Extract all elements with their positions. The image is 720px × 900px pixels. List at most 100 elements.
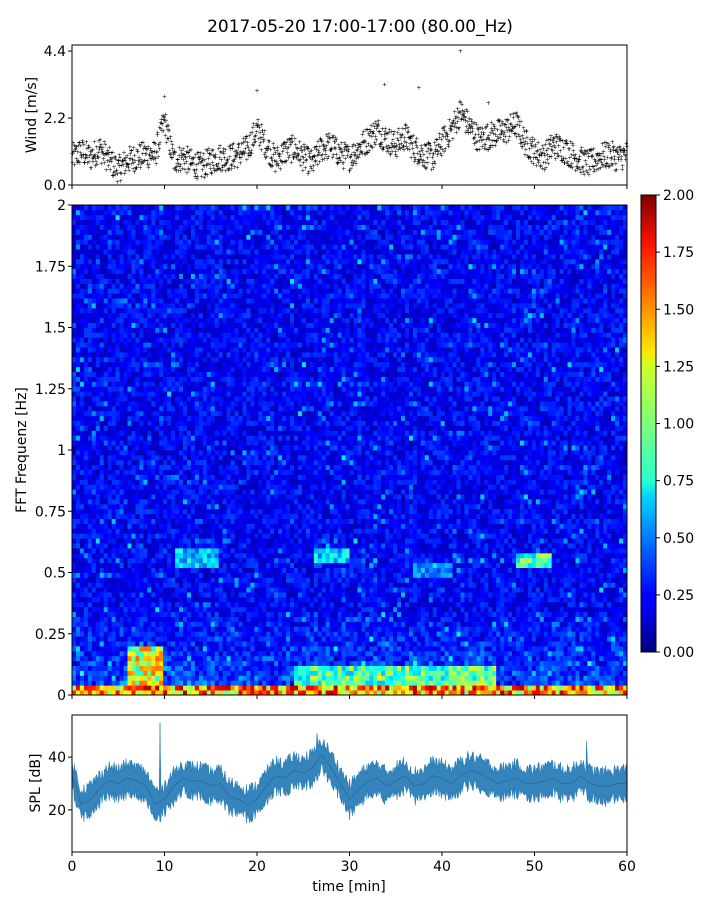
wind-point: +: [389, 140, 394, 147]
spectrogram-cell: [163, 616, 168, 622]
spectrogram-cell: [385, 611, 390, 617]
spectrogram-cell: [615, 650, 620, 657]
spectrogram-cell: [377, 611, 382, 617]
wind-point: +: [232, 164, 237, 171]
spectrogram-cell: [353, 621, 358, 627]
spectrogram-cell: [551, 631, 557, 637]
spectrogram-cell: [127, 626, 132, 632]
spectrogram-cell: [111, 660, 116, 666]
spectrogram-cell: [183, 577, 188, 583]
wind-point: +: [190, 161, 195, 168]
wind-point: +: [408, 134, 413, 141]
spectrogram-cell: [401, 655, 406, 662]
spectrogram-cell: [163, 572, 168, 578]
spectrogram-cell: [99, 665, 105, 671]
spectrogram-cell: [250, 601, 255, 608]
wind-point: +: [397, 144, 402, 151]
spectrogram-cell: [151, 665, 156, 671]
spectrogram-cell: [230, 621, 235, 627]
spectrogram-cell: [401, 611, 406, 617]
spectrogram-cell: [440, 621, 446, 627]
spectrogram-cell: [270, 601, 275, 608]
spectrogram-cell: [119, 655, 124, 662]
spectrogram-cell: [135, 675, 140, 681]
spectrogram-cell: [523, 680, 529, 686]
spectrogram-cell: [567, 611, 572, 617]
wind-point: +: [212, 154, 217, 161]
spectrogram-cell: [539, 621, 545, 627]
spectrogram-cell: [587, 592, 592, 598]
spectrogram-cell: [135, 587, 140, 593]
spectrogram-cell: [262, 577, 267, 583]
spectrogram-cell: [337, 631, 342, 637]
spectrogram-cell: [341, 641, 346, 647]
spectrogram-cell: [91, 636, 97, 642]
wind-point: +: [311, 168, 316, 175]
spectrogram-cell: [111, 631, 116, 637]
spectrogram-cell: [246, 572, 251, 578]
spectrogram-cell: [87, 567, 93, 573]
wind-point: +: [192, 168, 197, 175]
spectrogram-cell: [492, 592, 497, 598]
spectrogram-cell: [397, 680, 402, 686]
spectrogram-cell: [357, 660, 362, 666]
spectrogram-cell: [317, 582, 323, 588]
spectrogram-cell: [202, 601, 208, 608]
wind-point: +: [324, 143, 329, 150]
spectrogram-cell: [484, 626, 489, 632]
spectrogram-cell: [266, 621, 271, 627]
spectrogram-cell: [147, 660, 152, 666]
spectrogram-cell: [325, 655, 331, 662]
spectrogram-cell: [226, 582, 231, 588]
spectrogram-cell: [377, 616, 382, 622]
spectrogram-cell: [500, 621, 505, 627]
spectrogram-cell: [242, 670, 247, 676]
spectrogram-cell: [107, 597, 113, 603]
spectrogram-cell: [262, 582, 267, 588]
spectrogram-cell: [75, 572, 81, 578]
spectrogram-cell: [266, 587, 271, 593]
spectrogram-cell: [214, 670, 220, 676]
spectrogram-cell: [504, 601, 509, 608]
spectrogram-cell: [468, 646, 473, 652]
spectrogram-cell: [83, 660, 89, 666]
spectrogram-cell: [579, 650, 584, 657]
spectrogram-cell: [305, 680, 311, 686]
spectrogram-cell: [266, 641, 271, 647]
spectrogram-cell: [325, 597, 331, 603]
spectrogram-cell: [238, 611, 243, 617]
wind-point: +: [304, 157, 309, 164]
wind-point: +: [193, 152, 198, 159]
spectrogram-cell: [603, 577, 608, 583]
spectrogram-cell: [456, 655, 461, 662]
spectrogram-cell: [369, 597, 374, 603]
spectrogram-cell: [615, 616, 620, 622]
wind-point: +: [401, 144, 406, 151]
spectrogram-cell: [412, 597, 418, 603]
spectrogram-cell: [365, 660, 370, 666]
spectrogram-cell: [448, 592, 453, 598]
wind-point: +: [270, 162, 275, 169]
spectrogram-cell: [575, 577, 580, 583]
spectrogram-cell: [75, 577, 81, 583]
spectrogram-cell: [270, 665, 275, 671]
spectrogram-cell: [488, 685, 493, 691]
spectrogram-cell: [246, 567, 251, 573]
spectrogram-cell: [99, 680, 105, 686]
spectrogram-cell: [186, 670, 192, 676]
spectrogram-cell: [535, 577, 541, 583]
spectrogram-cell: [353, 641, 358, 647]
wind-point: +: [319, 139, 324, 146]
spectrogram-cell: [250, 675, 255, 681]
spectrogram-cell: [619, 685, 624, 691]
wind-point: +: [457, 125, 462, 132]
spectrogram-cell: [504, 641, 509, 647]
wind-point: +: [352, 153, 357, 160]
spectrogram-cell: [353, 587, 358, 593]
wind-point: +: [165, 135, 170, 142]
spectrogram-cell: [103, 655, 109, 662]
spectrogram-cell: [563, 577, 568, 583]
spectrogram-cell: [167, 665, 172, 671]
spectrogram-cell: [607, 606, 612, 613]
spectrogram-cell: [393, 631, 398, 637]
